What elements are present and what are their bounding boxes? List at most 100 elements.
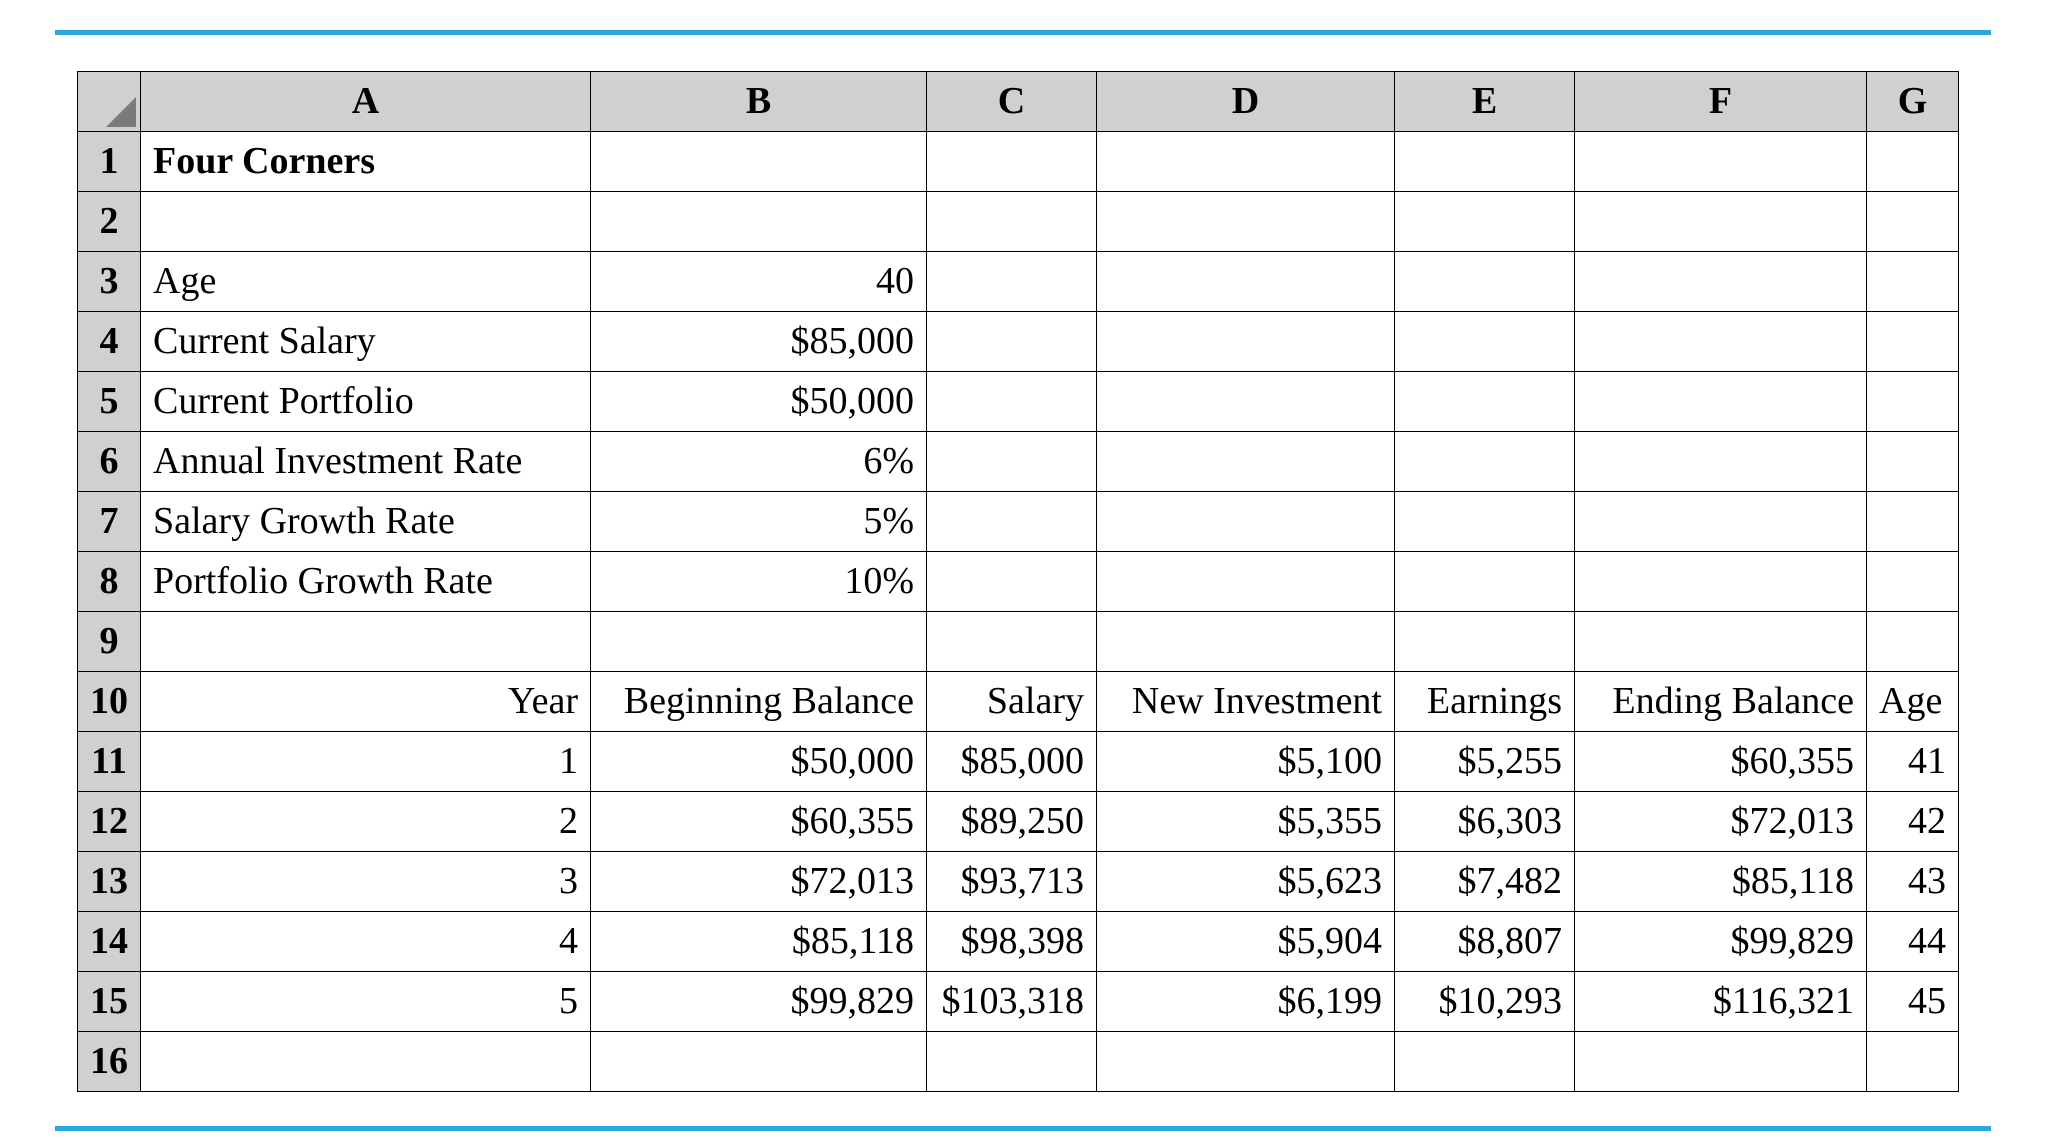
row-header-9[interactable]: 9 xyxy=(78,612,141,672)
cell-B2[interactable] xyxy=(591,192,927,252)
cell-G13[interactable]: 43 xyxy=(1867,852,1959,912)
cell-B9[interactable] xyxy=(591,612,927,672)
cell-G7[interactable] xyxy=(1867,492,1959,552)
cell-E10[interactable]: Earnings xyxy=(1395,672,1575,732)
cell-D1[interactable] xyxy=(1097,132,1395,192)
cell-B8[interactable]: 10% xyxy=(591,552,927,612)
cell-F6[interactable] xyxy=(1575,432,1867,492)
row-header-10[interactable]: 10 xyxy=(78,672,141,732)
cell-C2[interactable] xyxy=(927,192,1097,252)
cell-A11[interactable]: 1 xyxy=(141,732,591,792)
cell-A2[interactable] xyxy=(141,192,591,252)
cell-A13[interactable]: 3 xyxy=(141,852,591,912)
cell-E5[interactable] xyxy=(1395,372,1575,432)
cell-F14[interactable]: $99,829 xyxy=(1575,912,1867,972)
cell-G10[interactable]: Age xyxy=(1867,672,1959,732)
col-header-B[interactable]: B xyxy=(591,72,927,132)
cell-F1[interactable] xyxy=(1575,132,1867,192)
spreadsheet-grid[interactable]: A B C D E F G 1 Four Corners 2 xyxy=(77,71,1959,1092)
cell-A8[interactable]: Portfolio Growth Rate xyxy=(141,552,591,612)
cell-D10[interactable]: New Investment xyxy=(1097,672,1395,732)
cell-F9[interactable] xyxy=(1575,612,1867,672)
cell-G14[interactable]: 44 xyxy=(1867,912,1959,972)
cell-B1[interactable] xyxy=(591,132,927,192)
cell-E14[interactable]: $8,807 xyxy=(1395,912,1575,972)
cell-D5[interactable] xyxy=(1097,372,1395,432)
cell-A4[interactable]: Current Salary xyxy=(141,312,591,372)
col-header-F[interactable]: F xyxy=(1575,72,1867,132)
col-header-D[interactable]: D xyxy=(1097,72,1395,132)
cell-D2[interactable] xyxy=(1097,192,1395,252)
cell-E2[interactable] xyxy=(1395,192,1575,252)
cell-B14[interactable]: $85,118 xyxy=(591,912,927,972)
cell-A15[interactable]: 5 xyxy=(141,972,591,1032)
cell-E7[interactable] xyxy=(1395,492,1575,552)
cell-E12[interactable]: $6,303 xyxy=(1395,792,1575,852)
cell-D16[interactable] xyxy=(1097,1032,1395,1092)
cell-D12[interactable]: $5,355 xyxy=(1097,792,1395,852)
cell-F10[interactable]: Ending Balance xyxy=(1575,672,1867,732)
cell-B16[interactable] xyxy=(591,1032,927,1092)
cell-D14[interactable]: $5,904 xyxy=(1097,912,1395,972)
cell-B12[interactable]: $60,355 xyxy=(591,792,927,852)
cell-G2[interactable] xyxy=(1867,192,1959,252)
cell-G8[interactable] xyxy=(1867,552,1959,612)
cell-D15[interactable]: $6,199 xyxy=(1097,972,1395,1032)
cell-D6[interactable] xyxy=(1097,432,1395,492)
cell-F7[interactable] xyxy=(1575,492,1867,552)
cell-E3[interactable] xyxy=(1395,252,1575,312)
cell-C8[interactable] xyxy=(927,552,1097,612)
col-header-G[interactable]: G xyxy=(1867,72,1959,132)
cell-C15[interactable]: $103,318 xyxy=(927,972,1097,1032)
cell-G4[interactable] xyxy=(1867,312,1959,372)
cell-B4[interactable]: $85,000 xyxy=(591,312,927,372)
cell-C1[interactable] xyxy=(927,132,1097,192)
cell-F8[interactable] xyxy=(1575,552,1867,612)
cell-F15[interactable]: $116,321 xyxy=(1575,972,1867,1032)
cell-E16[interactable] xyxy=(1395,1032,1575,1092)
select-all-corner[interactable] xyxy=(78,72,141,132)
cell-D7[interactable] xyxy=(1097,492,1395,552)
cell-D8[interactable] xyxy=(1097,552,1395,612)
cell-A12[interactable]: 2 xyxy=(141,792,591,852)
cell-D13[interactable]: $5,623 xyxy=(1097,852,1395,912)
cell-A10[interactable]: Year xyxy=(141,672,591,732)
cell-G12[interactable]: 42 xyxy=(1867,792,1959,852)
row-header-6[interactable]: 6 xyxy=(78,432,141,492)
cell-A14[interactable]: 4 xyxy=(141,912,591,972)
cell-E13[interactable]: $7,482 xyxy=(1395,852,1575,912)
cell-C6[interactable] xyxy=(927,432,1097,492)
cell-C14[interactable]: $98,398 xyxy=(927,912,1097,972)
cell-E4[interactable] xyxy=(1395,312,1575,372)
cell-A7[interactable]: Salary Growth Rate xyxy=(141,492,591,552)
cell-C12[interactable]: $89,250 xyxy=(927,792,1097,852)
cell-C13[interactable]: $93,713 xyxy=(927,852,1097,912)
cell-D11[interactable]: $5,100 xyxy=(1097,732,1395,792)
row-header-5[interactable]: 5 xyxy=(78,372,141,432)
cell-E11[interactable]: $5,255 xyxy=(1395,732,1575,792)
cell-A16[interactable] xyxy=(141,1032,591,1092)
row-header-12[interactable]: 12 xyxy=(78,792,141,852)
cell-D3[interactable] xyxy=(1097,252,1395,312)
cell-F3[interactable] xyxy=(1575,252,1867,312)
cell-G5[interactable] xyxy=(1867,372,1959,432)
cell-C7[interactable] xyxy=(927,492,1097,552)
cell-B7[interactable]: 5% xyxy=(591,492,927,552)
row-header-2[interactable]: 2 xyxy=(78,192,141,252)
cell-C11[interactable]: $85,000 xyxy=(927,732,1097,792)
row-header-11[interactable]: 11 xyxy=(78,732,141,792)
cell-C5[interactable] xyxy=(927,372,1097,432)
cell-C10[interactable]: Salary xyxy=(927,672,1097,732)
cell-B10[interactable]: Beginning Balance xyxy=(591,672,927,732)
cell-B11[interactable]: $50,000 xyxy=(591,732,927,792)
row-header-14[interactable]: 14 xyxy=(78,912,141,972)
cell-G6[interactable] xyxy=(1867,432,1959,492)
cell-C9[interactable] xyxy=(927,612,1097,672)
col-header-A[interactable]: A xyxy=(141,72,591,132)
cell-E6[interactable] xyxy=(1395,432,1575,492)
row-header-4[interactable]: 4 xyxy=(78,312,141,372)
cell-G1[interactable] xyxy=(1867,132,1959,192)
cell-B6[interactable]: 6% xyxy=(591,432,927,492)
cell-C16[interactable] xyxy=(927,1032,1097,1092)
row-header-13[interactable]: 13 xyxy=(78,852,141,912)
